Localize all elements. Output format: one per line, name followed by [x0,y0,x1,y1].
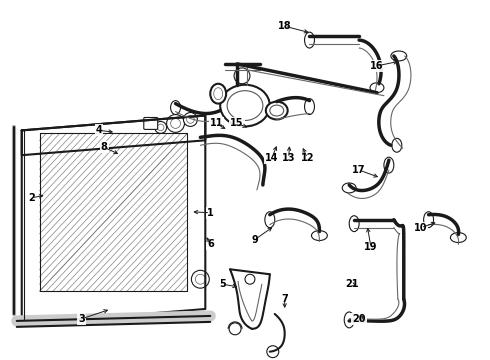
Ellipse shape [305,32,315,48]
Text: 2: 2 [28,193,35,203]
Text: 11: 11 [209,118,223,129]
Text: 4: 4 [96,125,102,135]
Text: 13: 13 [282,153,295,163]
Ellipse shape [342,183,356,193]
Text: 7: 7 [281,294,288,304]
Text: 12: 12 [301,153,314,163]
Circle shape [196,274,205,284]
Text: 21: 21 [345,279,359,289]
Text: 20: 20 [352,314,366,324]
Ellipse shape [384,157,394,173]
Circle shape [183,113,197,126]
FancyBboxPatch shape [144,117,158,129]
Text: 3: 3 [78,314,85,324]
Ellipse shape [392,138,402,152]
Text: 5: 5 [219,279,225,289]
Text: 9: 9 [251,234,258,244]
Ellipse shape [391,51,407,61]
Ellipse shape [220,85,270,126]
Ellipse shape [210,84,226,104]
Circle shape [155,121,167,133]
Circle shape [171,118,180,129]
Ellipse shape [370,83,384,93]
Ellipse shape [305,99,315,114]
Ellipse shape [424,212,434,228]
Ellipse shape [450,233,466,243]
Ellipse shape [171,100,180,114]
Circle shape [267,346,279,357]
Ellipse shape [312,231,327,240]
Text: 19: 19 [364,243,378,252]
Ellipse shape [270,105,284,116]
Circle shape [234,68,250,84]
Ellipse shape [344,312,354,328]
Circle shape [157,124,164,131]
Text: 10: 10 [414,222,427,233]
Text: 17: 17 [352,165,366,175]
Text: 15: 15 [230,118,244,129]
Text: 6: 6 [207,239,214,249]
Ellipse shape [214,88,222,100]
Ellipse shape [349,216,359,231]
Ellipse shape [265,212,275,228]
Text: 14: 14 [265,153,278,163]
Circle shape [167,114,184,132]
Ellipse shape [227,91,263,121]
Text: 8: 8 [100,142,107,152]
Ellipse shape [266,102,288,120]
Text: 18: 18 [278,21,292,31]
Circle shape [245,274,255,284]
Text: 1: 1 [207,208,214,218]
Circle shape [192,270,209,288]
Circle shape [229,323,241,335]
Circle shape [187,116,194,123]
Text: 16: 16 [370,61,384,71]
